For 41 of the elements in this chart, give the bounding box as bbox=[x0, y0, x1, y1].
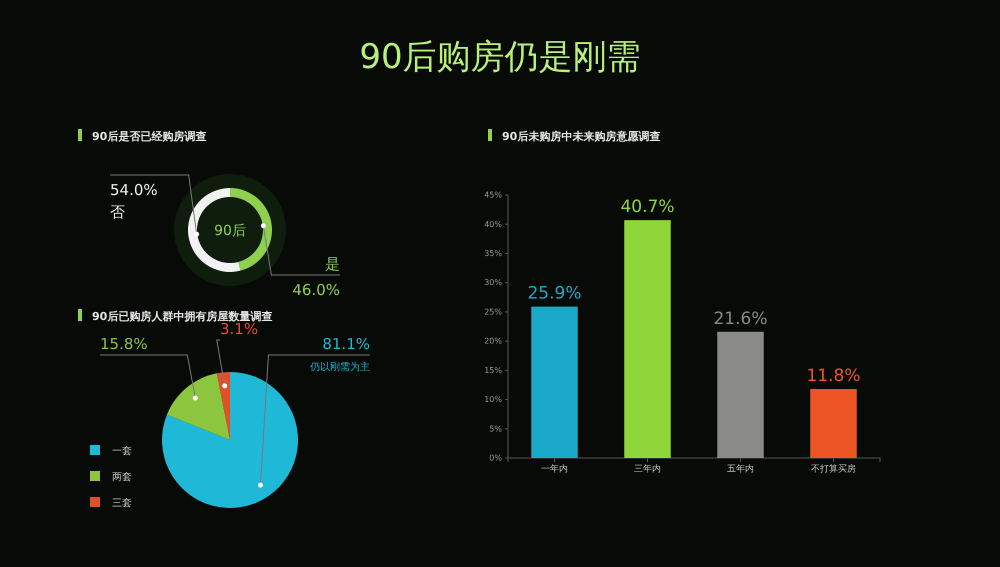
x-tick-label: 不打算买房 bbox=[811, 463, 856, 474]
y-tick-label: 25% bbox=[484, 307, 502, 316]
text: 90后 bbox=[214, 223, 246, 239]
data-label: 46.0% bbox=[292, 281, 340, 299]
data-label: 40.7% bbox=[620, 197, 675, 218]
data-label: 11.8% bbox=[806, 366, 861, 386]
chart-title: 90后已购房人群中拥有房屋数量调查 bbox=[92, 310, 272, 323]
x-tick-label: 五年内 bbox=[727, 463, 754, 474]
legend-label: 两套 bbox=[112, 471, 132, 483]
bar bbox=[531, 306, 578, 458]
pie-slice bbox=[166, 373, 230, 440]
pie-slice bbox=[162, 372, 298, 508]
y-tick-label: 45% bbox=[484, 190, 502, 200]
legend-label: 一套 bbox=[112, 445, 132, 457]
pie-slice bbox=[216, 372, 230, 440]
x-tick-label: 一年内 bbox=[541, 463, 568, 474]
y-tick-label: 40% bbox=[484, 220, 502, 229]
bar bbox=[717, 332, 764, 458]
x-tick-label: 三年内 bbox=[634, 463, 661, 474]
data-label: 21.6% bbox=[713, 308, 768, 329]
donut-slice bbox=[230, 188, 272, 271]
data-label: 25.9% bbox=[527, 284, 582, 304]
y-tick-label: 10% bbox=[484, 395, 502, 404]
chart-title: 90后是否已经购房调查 bbox=[92, 130, 206, 143]
y-tick-label: 20% bbox=[484, 336, 502, 346]
y-tick-label: 0% bbox=[489, 454, 502, 463]
y-tick-label: 15% bbox=[484, 366, 502, 375]
bar bbox=[810, 389, 857, 458]
y-tick-label: 35% bbox=[484, 249, 502, 258]
data-label: 54.0% bbox=[110, 181, 158, 199]
slice-label: 是 bbox=[325, 255, 340, 273]
text: 仍以刚需为主 bbox=[309, 361, 370, 373]
legend-label: 三套 bbox=[112, 497, 132, 509]
y-tick-label: 5% bbox=[489, 424, 502, 434]
slice-label: 否 bbox=[110, 203, 125, 221]
y-tick-label: 30% bbox=[484, 278, 502, 288]
chart-title: 90后未购房中未来购房意愿调查 bbox=[502, 130, 660, 143]
bar bbox=[624, 220, 671, 458]
text: 90后购房仍是刚需 bbox=[359, 37, 641, 77]
data-label: 15.8% bbox=[100, 335, 148, 353]
data-label: 81.1% bbox=[322, 335, 370, 353]
